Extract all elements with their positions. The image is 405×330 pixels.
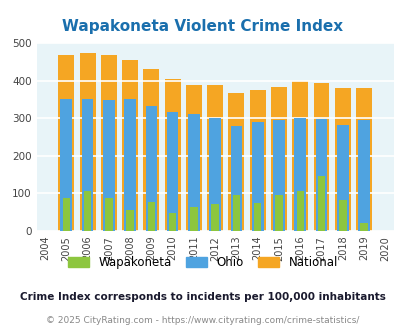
Bar <box>275 195 282 231</box>
Bar <box>338 200 345 231</box>
Bar <box>273 120 284 231</box>
Bar <box>145 106 157 231</box>
Bar <box>270 87 286 231</box>
Bar <box>166 113 178 231</box>
Bar <box>122 60 138 231</box>
Bar <box>357 120 369 231</box>
Bar <box>313 83 329 231</box>
Bar <box>58 54 74 231</box>
Text: © 2025 CityRating.com - https://www.cityrating.com/crime-statistics/: © 2025 CityRating.com - https://www.city… <box>46 315 359 325</box>
Bar <box>355 88 371 231</box>
Bar <box>190 207 197 231</box>
Bar <box>143 69 159 231</box>
Bar <box>230 126 242 231</box>
Bar <box>232 195 240 231</box>
Text: Wapakoneta Violent Crime Index: Wapakoneta Violent Crime Index <box>62 19 343 34</box>
Bar <box>126 210 134 231</box>
Bar <box>359 223 367 231</box>
Bar <box>228 92 244 231</box>
Bar <box>315 118 326 231</box>
Bar <box>60 99 72 231</box>
Bar <box>105 198 112 231</box>
Bar <box>185 85 201 231</box>
Bar <box>254 203 261 231</box>
Bar <box>296 191 303 231</box>
Text: Crime Index corresponds to incidents per 100,000 inhabitants: Crime Index corresponds to incidents per… <box>20 292 385 302</box>
Bar <box>188 115 199 231</box>
Bar <box>62 198 70 231</box>
Bar <box>100 55 117 231</box>
Bar <box>334 88 350 231</box>
Bar <box>168 213 176 231</box>
Bar <box>317 176 324 231</box>
Bar <box>103 100 114 231</box>
Bar <box>79 53 95 231</box>
Bar <box>124 99 136 231</box>
Bar <box>209 118 220 231</box>
Bar <box>207 85 223 231</box>
Bar <box>251 122 263 231</box>
Bar <box>147 202 155 231</box>
Bar <box>249 89 265 231</box>
Bar <box>294 118 305 231</box>
Bar <box>292 81 307 231</box>
Bar <box>81 99 93 231</box>
Bar <box>84 191 91 231</box>
Bar <box>336 125 348 231</box>
Bar <box>164 79 180 231</box>
Bar <box>211 204 218 231</box>
Legend: Wapakoneta, Ohio, National: Wapakoneta, Ohio, National <box>63 251 342 274</box>
